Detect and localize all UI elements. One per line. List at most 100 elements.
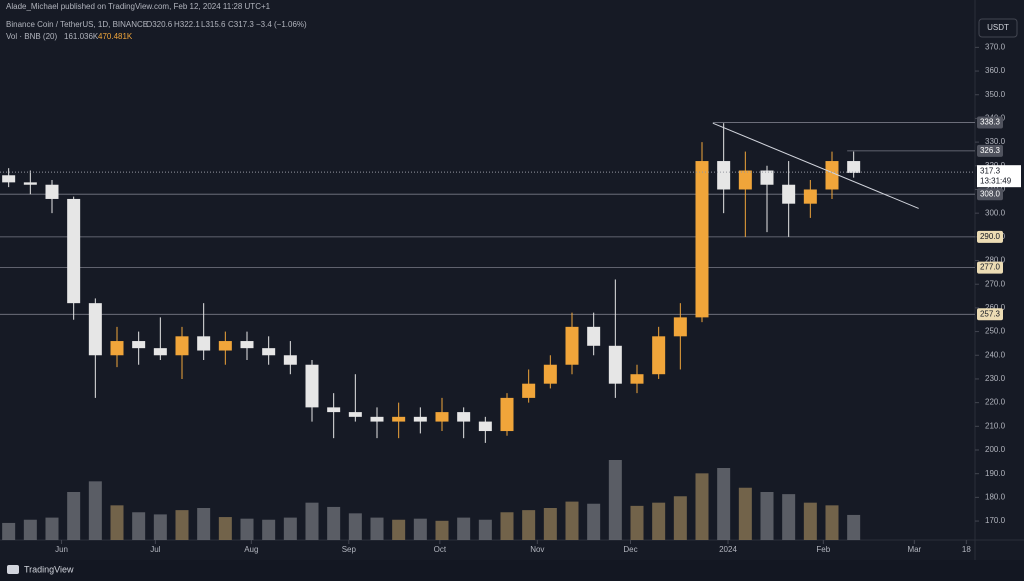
volume-bar <box>717 468 731 540</box>
volume-bar <box>803 502 817 540</box>
y-tick-label: 370.0 <box>985 42 1006 51</box>
volume-bar <box>262 519 276 540</box>
volume-bar <box>218 517 232 540</box>
volume-bar <box>630 505 644 540</box>
y-tick-label: 300.0 <box>985 208 1006 217</box>
y-tick-label: 260.0 <box>985 303 1006 312</box>
level-label: 290.0 <box>980 232 1001 241</box>
y-tick-label: 350.0 <box>985 90 1006 99</box>
level-label: 308.0 <box>980 189 1001 198</box>
candle-body <box>197 336 211 351</box>
x-tick-label: Feb <box>816 545 830 554</box>
candle-body <box>392 416 406 422</box>
candle-body <box>478 421 492 432</box>
candle-body <box>370 416 384 422</box>
volume-bar <box>45 517 59 540</box>
volume-bar <box>413 518 427 540</box>
level-label: 326.3 <box>980 146 1001 155</box>
volume-bar <box>348 513 362 540</box>
volume-bar <box>825 505 839 540</box>
candle-body <box>88 303 102 356</box>
volume-bar <box>738 487 752 540</box>
volume-bar <box>543 508 557 540</box>
volume-bar <box>760 492 774 540</box>
volume-bar <box>88 481 102 540</box>
candle-body <box>522 383 536 398</box>
x-tick-label: Dec <box>623 545 637 554</box>
y-tick-label: 280.0 <box>985 256 1006 265</box>
volume-bar <box>847 514 861 540</box>
y-tick-label: 360.0 <box>985 66 1006 75</box>
level-tag <box>977 144 1003 157</box>
publisher: Alade_Michael published on TradingView.c… <box>6 2 271 11</box>
y-tick-label: 170.0 <box>985 516 1006 525</box>
candle-body <box>218 341 232 351</box>
x-tick-label: Nov <box>530 545 544 554</box>
volume-bar <box>608 460 622 540</box>
level-tag <box>977 261 1003 274</box>
last-price-tag <box>977 165 1021 188</box>
candle-body <box>262 348 276 356</box>
ohlc-change: −3.4 (−1.06%) <box>256 20 307 29</box>
volume-bar <box>370 517 384 540</box>
volume-bar <box>110 505 124 540</box>
level-label: 277.0 <box>980 263 1001 272</box>
volume-bar <box>673 496 687 540</box>
candle-body <box>110 341 124 356</box>
y-tick-label: 200.0 <box>985 445 1006 454</box>
candle-body <box>283 355 297 365</box>
candle-body <box>132 341 146 349</box>
candle-body <box>695 161 709 318</box>
candle-body <box>435 412 449 422</box>
ohlc-close: C317.3 <box>228 20 254 29</box>
candle-body <box>67 198 81 304</box>
currency-box[interactable] <box>978 18 1018 38</box>
candle-body <box>652 336 666 375</box>
candle-body <box>760 170 774 185</box>
y-tick-label: 250.0 <box>985 327 1006 336</box>
candle-body <box>240 341 254 349</box>
candle-body <box>782 184 796 204</box>
y-tick-label: 240.0 <box>985 350 1006 359</box>
volume-bar <box>457 517 471 540</box>
volume-bar <box>240 518 254 540</box>
y-tick-label: 210.0 <box>985 421 1006 430</box>
volume-label: Vol · BNB (20) <box>6 32 57 41</box>
level-label: 257.3 <box>980 309 1001 318</box>
volume-bar <box>327 506 341 540</box>
candle-body <box>500 397 514 432</box>
volume-bar <box>695 473 709 540</box>
candle-body <box>717 161 731 190</box>
y-tick-label: 190.0 <box>985 469 1006 478</box>
candle-body <box>630 374 644 384</box>
y-tick-label: 230.0 <box>985 374 1006 383</box>
x-tick-label: Mar <box>907 545 921 554</box>
symbol: Binance Coin / TetherUS, 1D, BINANCE <box>6 20 148 29</box>
y-tick-label: 180.0 <box>985 492 1006 501</box>
ohlc-open: O320.6 <box>146 20 173 29</box>
candle-body <box>673 317 687 337</box>
brand-logo <box>7 565 19 574</box>
footer-bar <box>0 560 1024 581</box>
brand: TradingView <box>24 564 74 574</box>
candle-body <box>738 170 752 190</box>
volume-bar <box>782 494 796 540</box>
candle-body <box>543 364 557 384</box>
countdown: 13:31:49 <box>980 176 1012 185</box>
volume-value: 161.036K <box>64 32 99 41</box>
x-tick-label: Aug <box>244 545 258 554</box>
volume-bar <box>652 502 666 540</box>
candle-body <box>327 407 341 413</box>
x-tick-label: Oct <box>434 545 447 554</box>
level-tag <box>977 230 1003 243</box>
currency[interactable]: USDT <box>987 23 1009 32</box>
volume-bar <box>153 514 167 540</box>
volume-bar <box>392 519 406 540</box>
candle-body <box>847 161 861 173</box>
volume-bar <box>67 492 81 540</box>
candle-body <box>825 161 839 190</box>
volume-bar <box>565 501 579 540</box>
volume-value: 470.481K <box>98 32 133 41</box>
